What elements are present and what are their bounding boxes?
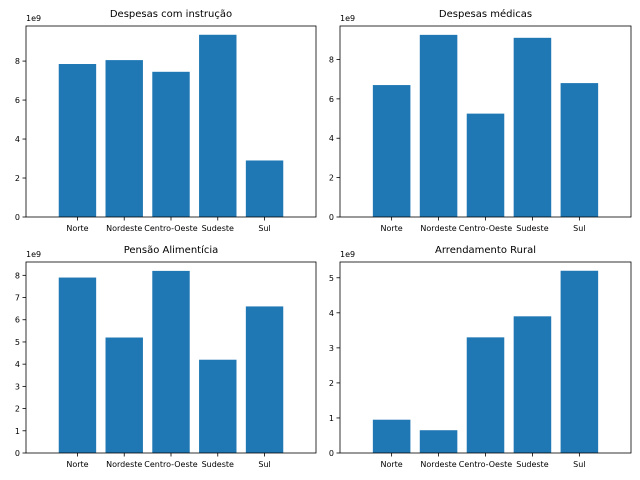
bar-sudeste	[199, 34, 237, 217]
y-tick-label: 4	[15, 135, 20, 144]
y-tick-label: 0	[15, 213, 20, 222]
x-tick-label: Nordeste	[420, 460, 456, 469]
bar-centro-oeste	[152, 71, 190, 217]
chart-title: Despesas médicas	[439, 8, 532, 20]
chart-title: Despesas com instrução	[110, 9, 232, 20]
x-tick-label: Nordeste	[106, 460, 142, 469]
subplot-2: Norte Nordeste Centro-Oeste Sudeste Sul 0 2 4 6 8…	[329, 8, 632, 233]
x-tick-label: Norte	[66, 224, 88, 233]
x-tick-label: Sudeste	[202, 224, 234, 233]
y-tick-label: 4	[329, 134, 334, 143]
bar-sul	[560, 270, 599, 453]
y-offset-label: 1e9	[340, 250, 355, 259]
subplot-1: Norte Nordeste Centro-Oeste Sudeste Sul 0 2 4 6 8…	[15, 9, 317, 233]
y-offset-label: 1e9	[26, 250, 41, 259]
bar-centro-oeste	[466, 113, 505, 217]
bar-norte	[372, 419, 411, 453]
bar-nordeste	[105, 60, 143, 217]
y-tick-label: 6	[15, 96, 20, 105]
y-tick-label: 1	[15, 427, 20, 436]
x-tick-label: Sudeste	[202, 460, 234, 469]
y-tick-label: 3	[329, 344, 334, 353]
x-tick-label: Sul	[258, 460, 270, 469]
bar-nordeste	[105, 337, 143, 453]
y-tick-label: 5	[15, 338, 20, 347]
x-tick-label: Norte	[381, 224, 403, 233]
bar-norte	[58, 64, 97, 218]
x-tick-label: Norte	[66, 460, 88, 469]
x-tick-label: Sudeste	[516, 460, 548, 469]
x-tick-label: Nordeste	[420, 224, 456, 233]
x-tick-label: Sul	[258, 224, 270, 233]
y-tick-label: 1	[329, 414, 334, 423]
y-tick-label: 2	[15, 174, 20, 183]
y-tick-label: 4	[329, 309, 334, 318]
bar-norte	[58, 277, 97, 453]
bar-sul	[560, 83, 599, 218]
bar-centro-oeste	[152, 270, 190, 453]
y-tick-label: 3	[15, 382, 20, 391]
x-tick-label: Sul	[573, 224, 585, 233]
y-tick-label: 4	[15, 360, 20, 369]
y-tick-label: 0	[15, 449, 20, 458]
bar-sudeste	[513, 316, 552, 453]
x-tick-label: Centro-Oeste	[459, 460, 513, 469]
y-tick-label: 6	[329, 95, 334, 104]
bar-nordeste	[419, 34, 458, 217]
x-tick-label: Centro-Oeste	[144, 224, 198, 233]
y-tick-label: 5	[329, 274, 334, 283]
chart-title: Arrendamento Rural	[435, 245, 536, 256]
x-tick-label: Norte	[381, 460, 403, 469]
y-offset-label: 1e9	[340, 14, 355, 23]
y-tick-label: 2	[15, 405, 20, 414]
subplot-3: Norte Nordeste Centro-Oeste Sudeste Sul 0 1 2 3 4…	[15, 244, 317, 469]
x-tick-label: Centro-Oeste	[144, 460, 198, 469]
bar-centro-oeste	[466, 337, 505, 453]
bar-sul	[245, 306, 284, 453]
bar-nordeste	[419, 430, 458, 453]
y-tick-label: 2	[329, 379, 334, 388]
y-tick-label: 0	[329, 449, 334, 458]
bar-norte	[372, 85, 411, 217]
x-tick-label: Sudeste	[516, 224, 548, 233]
bar-sudeste	[199, 359, 237, 453]
x-tick-label: Nordeste	[106, 224, 142, 233]
x-tick-label: Centro-Oeste	[459, 224, 513, 233]
x-tick-label: Sul	[573, 460, 585, 469]
y-tick-label: 8	[15, 271, 20, 280]
y-tick-label: 8	[15, 57, 20, 66]
bar-sudeste	[513, 37, 552, 217]
y-tick-label: 2	[329, 174, 334, 183]
y-offset-label: 1e9	[26, 14, 41, 23]
y-tick-label: 0	[329, 213, 334, 222]
subplot-4: Norte Nordeste Centro-Oeste Sudeste Sul 0 1 2 3 4…	[329, 245, 632, 469]
y-tick-label: 6	[15, 316, 20, 325]
bar-sul	[245, 160, 284, 217]
y-tick-label: 8	[329, 55, 334, 64]
chart-title: Pensão Alimentícia	[124, 244, 219, 256]
y-tick-label: 7	[15, 294, 20, 303]
